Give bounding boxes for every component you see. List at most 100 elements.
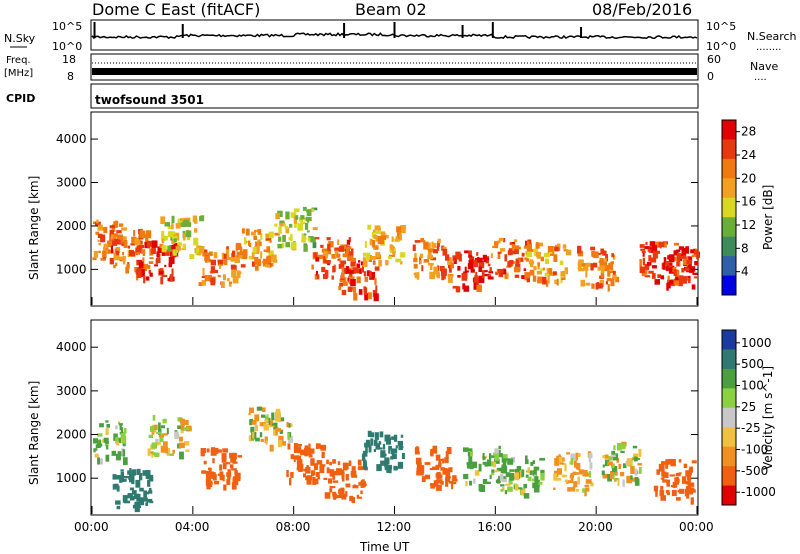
- heatmap-cell: [645, 241, 648, 246]
- heatmap-cell: [526, 251, 532, 258]
- freq-unit-label: [MHz]: [4, 68, 33, 79]
- heatmap-cell: [504, 275, 507, 279]
- heatmap-cell: [123, 478, 127, 482]
- heatmap-cell: [682, 259, 689, 265]
- heatmap-cell: [497, 253, 501, 259]
- heatmap-cell: [327, 249, 331, 255]
- heatmap-cell: [665, 461, 669, 469]
- heatmap-cell: [415, 457, 422, 465]
- heatmap-cell: [516, 469, 520, 474]
- heatmap-cell: [274, 223, 278, 227]
- heatmap-cell: [427, 242, 431, 251]
- heatmap-cell: [548, 251, 553, 254]
- heatmap-cell: [364, 240, 367, 248]
- heatmap-cell: [109, 229, 114, 238]
- heatmap-cell: [380, 231, 386, 238]
- heatmap-cell: [433, 266, 439, 275]
- heatmap-cell: [122, 255, 126, 261]
- heatmap-cell: [309, 208, 315, 212]
- heatmap-cell: [160, 425, 165, 429]
- heatmap-cell: [463, 285, 470, 292]
- heatmap-cell: [134, 504, 140, 513]
- heatmap-cell: [364, 293, 369, 301]
- heatmap-cell: [573, 472, 579, 475]
- heatmap-cell: [115, 437, 119, 444]
- heatmap-cell: [307, 467, 311, 471]
- heatmap-cell: [341, 473, 345, 482]
- heatmap-cell: [603, 258, 607, 266]
- heatmap-cell: [585, 262, 591, 267]
- heatmap-cell: [463, 447, 469, 452]
- heatmap-cell: [505, 472, 511, 478]
- colorbar-swatch: [722, 256, 736, 277]
- heatmap-cell: [693, 250, 698, 255]
- heatmap-cell: [350, 279, 356, 286]
- heatmap-cell: [378, 237, 385, 245]
- heatmap-cell: [688, 278, 691, 284]
- heatmap-cell: [107, 240, 112, 247]
- heatmap-cell: [617, 478, 620, 486]
- heatmap-cell: [455, 286, 461, 293]
- heatmap-cell: [219, 264, 222, 269]
- heatmap-cell: [433, 249, 438, 254]
- heatmap-cell: [671, 489, 677, 497]
- heatmap-cell: [466, 464, 471, 469]
- heatmap-cell: [397, 440, 403, 446]
- heatmap-cell: [685, 267, 690, 272]
- heatmap-cell: [537, 265, 540, 270]
- heatmap-cell: [585, 479, 592, 484]
- heatmap-cell: [678, 280, 683, 287]
- heatmap-cell: [532, 275, 537, 282]
- heatmap-cell: [525, 474, 529, 478]
- heatmap-cell: [337, 258, 340, 261]
- heatmap-cell: [324, 492, 331, 499]
- heatmap-cell: [660, 495, 666, 501]
- heatmap-cell: [183, 419, 189, 425]
- heatmap-cell: [98, 439, 101, 448]
- heatmap-cell: [300, 449, 305, 456]
- heatmap-cell: [488, 271, 494, 274]
- heatmap-cell: [339, 264, 343, 267]
- heatmap-cell: [269, 425, 275, 428]
- heatmap-cell: [313, 252, 318, 258]
- heatmap-cell: [356, 263, 361, 269]
- heatmap-cell: [216, 449, 222, 453]
- heatmap-cell: [494, 241, 499, 246]
- heatmap-cell: [674, 477, 679, 485]
- heatmap-cell: [180, 218, 186, 221]
- heatmap-cell: [644, 263, 650, 270]
- heatmap-cell: [504, 254, 508, 262]
- heatmap-cell: [217, 274, 221, 278]
- heatmap-cell: [639, 259, 642, 267]
- heatmap-cell: [308, 447, 312, 455]
- colorbar-tick-label: -25: [741, 421, 761, 435]
- heatmap-cell: [136, 468, 141, 475]
- heatmap-cell: [584, 484, 590, 488]
- colorbar-tick-label: 500: [741, 357, 764, 371]
- heatmap-cell: [446, 447, 452, 455]
- heatmap-cell: [288, 423, 291, 428]
- nsearch-right-label: N.Search: [747, 30, 797, 43]
- heatmap-cell: [148, 434, 153, 438]
- heatmap-cell: [659, 490, 665, 497]
- heatmap-cell: [542, 267, 545, 271]
- velocity-colorbar-label: Velocity [m s^-1]: [761, 366, 775, 470]
- heatmap-cell: [476, 252, 479, 256]
- heatmap-cell: [561, 474, 567, 478]
- heatmap-cell: [369, 270, 372, 279]
- heatmap-cell: [414, 253, 417, 261]
- heatmap-cell: [637, 463, 642, 466]
- heatmap-cell: [160, 216, 166, 224]
- heatmap-cell: [613, 445, 616, 451]
- heatmap-cell: [683, 257, 689, 261]
- heatmap-cell: [660, 275, 665, 280]
- heatmap-cell: [509, 260, 514, 265]
- heatmap-cell: [112, 229, 116, 233]
- heatmap-cell: [679, 275, 684, 283]
- heatmap-cell: [591, 250, 595, 257]
- power-colorbar: 4 8 12 16 20 24 28: [721, 119, 756, 296]
- heatmap-cell: [694, 261, 699, 266]
- heatmap-cell: [221, 252, 225, 261]
- heatmap-cell: [400, 252, 406, 258]
- heatmap-cell: [686, 472, 692, 480]
